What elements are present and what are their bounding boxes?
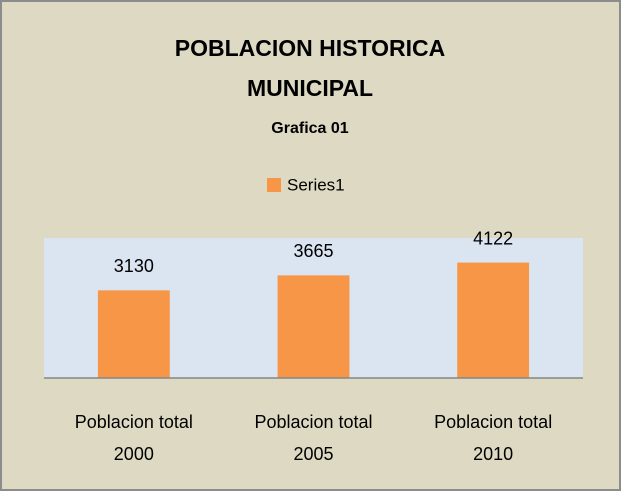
- x-tick-label: Poblacion total 2000: [75, 412, 193, 464]
- x-tick-label: Poblacion total 2005: [254, 412, 372, 464]
- data-label: 3665: [293, 241, 333, 261]
- bar: [457, 262, 530, 378]
- chart-title: POBLACION HISTORICA MUNICIPAL: [175, 35, 445, 101]
- data-label: 4122: [473, 228, 513, 248]
- legend-label: Series1: [287, 175, 345, 194]
- x-tick-label: Poblacion total 2010: [434, 412, 552, 464]
- legend-swatch: [267, 178, 281, 192]
- bar: [277, 275, 350, 378]
- data-label: 3130: [114, 256, 154, 276]
- bar: [97, 290, 170, 378]
- chart-subtitle: Grafica 01: [271, 120, 348, 137]
